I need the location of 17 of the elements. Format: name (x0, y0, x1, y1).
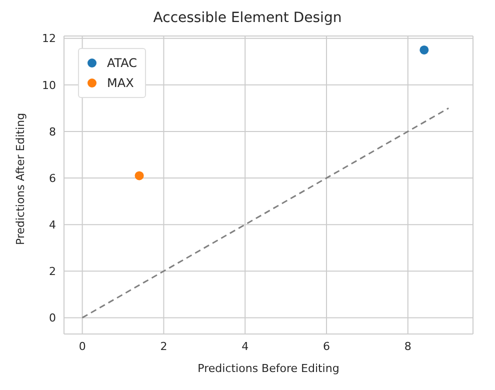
x-tick-label: 0 (78, 340, 86, 353)
y-axis-title: Predictions After Editing (14, 112, 27, 245)
y-tick-label: 4 (49, 218, 56, 232)
x-axis-title: Predictions Before Editing (198, 362, 340, 375)
y-tick-label: 6 (49, 172, 56, 185)
legend-label: ATAC (107, 55, 138, 72)
y-tick-label: 2 (49, 265, 56, 278)
y-tick-label: 10 (42, 78, 56, 92)
x-tick-label: 6 (322, 340, 330, 353)
y-tick-label: 12 (42, 32, 56, 46)
x-tick-label: 4 (242, 340, 249, 353)
y-tick-label: 0 (49, 312, 56, 325)
legend-label: MAX (107, 75, 134, 92)
x-tick-label: 8 (404, 340, 412, 353)
x-tick-label: 2 (160, 340, 168, 353)
chart-title: Accessible Element Design (152, 9, 343, 28)
y-tick-label: 8 (49, 125, 56, 138)
